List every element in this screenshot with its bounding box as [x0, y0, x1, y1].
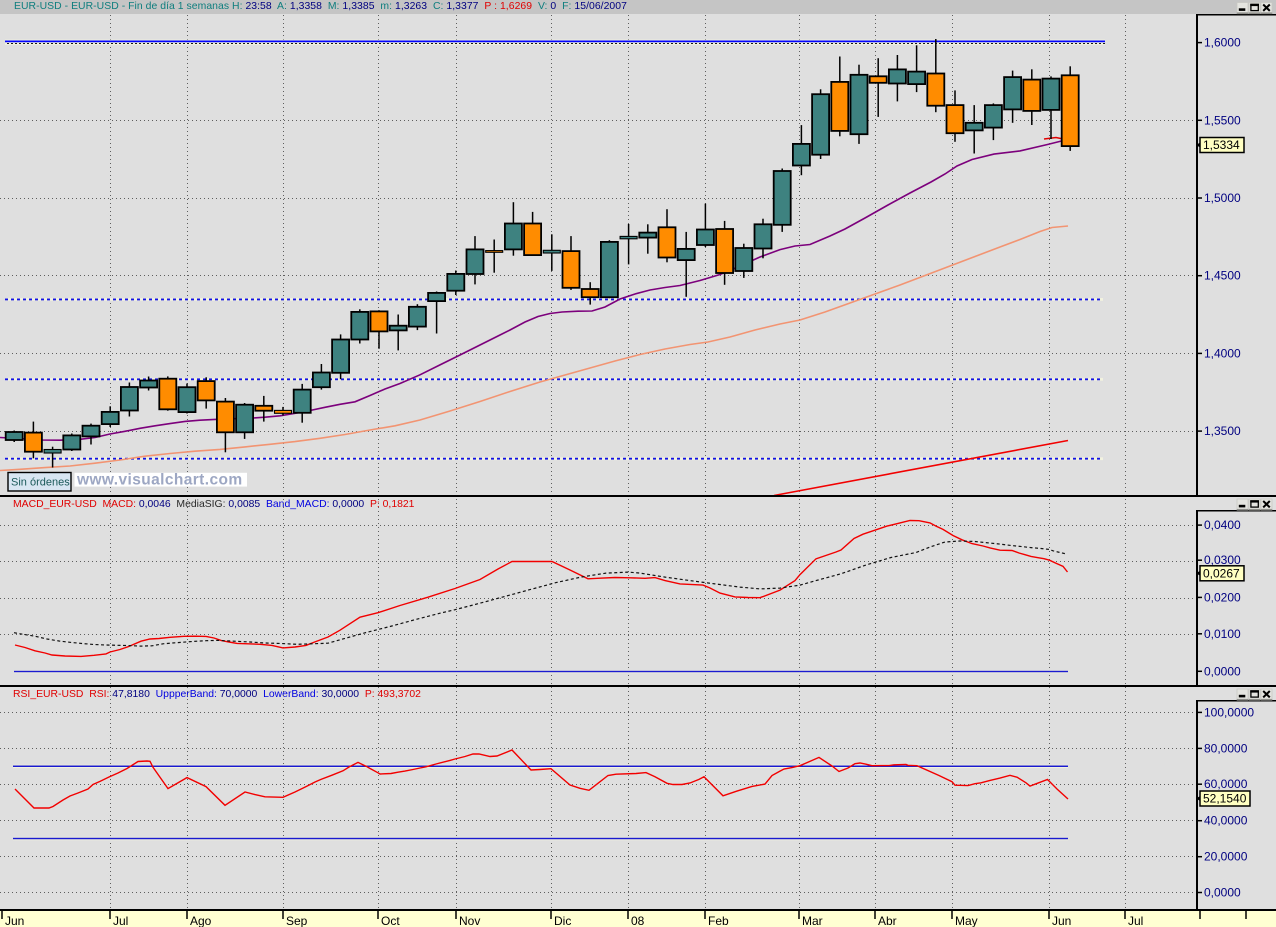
- svg-text:0,0200: 0,0200: [1204, 590, 1241, 604]
- svg-text:0,0400: 0,0400: [1204, 518, 1241, 532]
- svg-text:May: May: [955, 914, 978, 927]
- svg-text:40,0000: 40,0000: [1204, 814, 1248, 828]
- svg-text:20,0000: 20,0000: [1204, 850, 1248, 864]
- svg-text:0,0000: 0,0000: [1204, 886, 1241, 900]
- svg-text:08: 08: [631, 914, 645, 927]
- svg-text:Jun: Jun: [1052, 914, 1071, 927]
- svg-text:1,3500: 1,3500: [1204, 424, 1241, 438]
- svg-text:0,0300: 0,0300: [1204, 553, 1241, 567]
- svg-text:1,6000: 1,6000: [1204, 36, 1241, 50]
- svg-text:0,0267: 0,0267: [1203, 567, 1240, 581]
- svg-text:1,4500: 1,4500: [1204, 269, 1241, 283]
- svg-text:0,0100: 0,0100: [1204, 627, 1241, 641]
- svg-text:80,0000: 80,0000: [1204, 741, 1248, 755]
- svg-text:Jul: Jul: [1128, 914, 1143, 927]
- svg-text:52,1540: 52,1540: [1203, 792, 1247, 806]
- svg-text:Sin órdenes: Sin órdenes: [11, 477, 70, 489]
- svg-text:100,0000: 100,0000: [1204, 705, 1254, 719]
- svg-text:Mar: Mar: [802, 914, 823, 927]
- svg-text:Nov: Nov: [459, 914, 480, 927]
- svg-text:1,5334: 1,5334: [1203, 138, 1240, 152]
- svg-text:Ago: Ago: [190, 914, 212, 927]
- svg-text:0,0000: 0,0000: [1204, 664, 1241, 678]
- svg-text:1,5000: 1,5000: [1204, 191, 1241, 205]
- svg-text:Feb: Feb: [708, 914, 729, 927]
- svg-text:Abr: Abr: [878, 914, 897, 927]
- svg-text:Jul: Jul: [113, 914, 128, 927]
- svg-text:1,4000: 1,4000: [1204, 346, 1241, 360]
- svg-text:1,5500: 1,5500: [1204, 113, 1241, 127]
- svg-text:Dic: Dic: [554, 914, 571, 927]
- svg-text:60,0000: 60,0000: [1204, 777, 1248, 791]
- svg-text:Jun: Jun: [5, 914, 24, 927]
- svg-text:Sep: Sep: [286, 914, 308, 927]
- svg-text:www.visualchart.com: www.visualchart.com: [76, 472, 243, 489]
- svg-text:Oct: Oct: [381, 914, 400, 927]
